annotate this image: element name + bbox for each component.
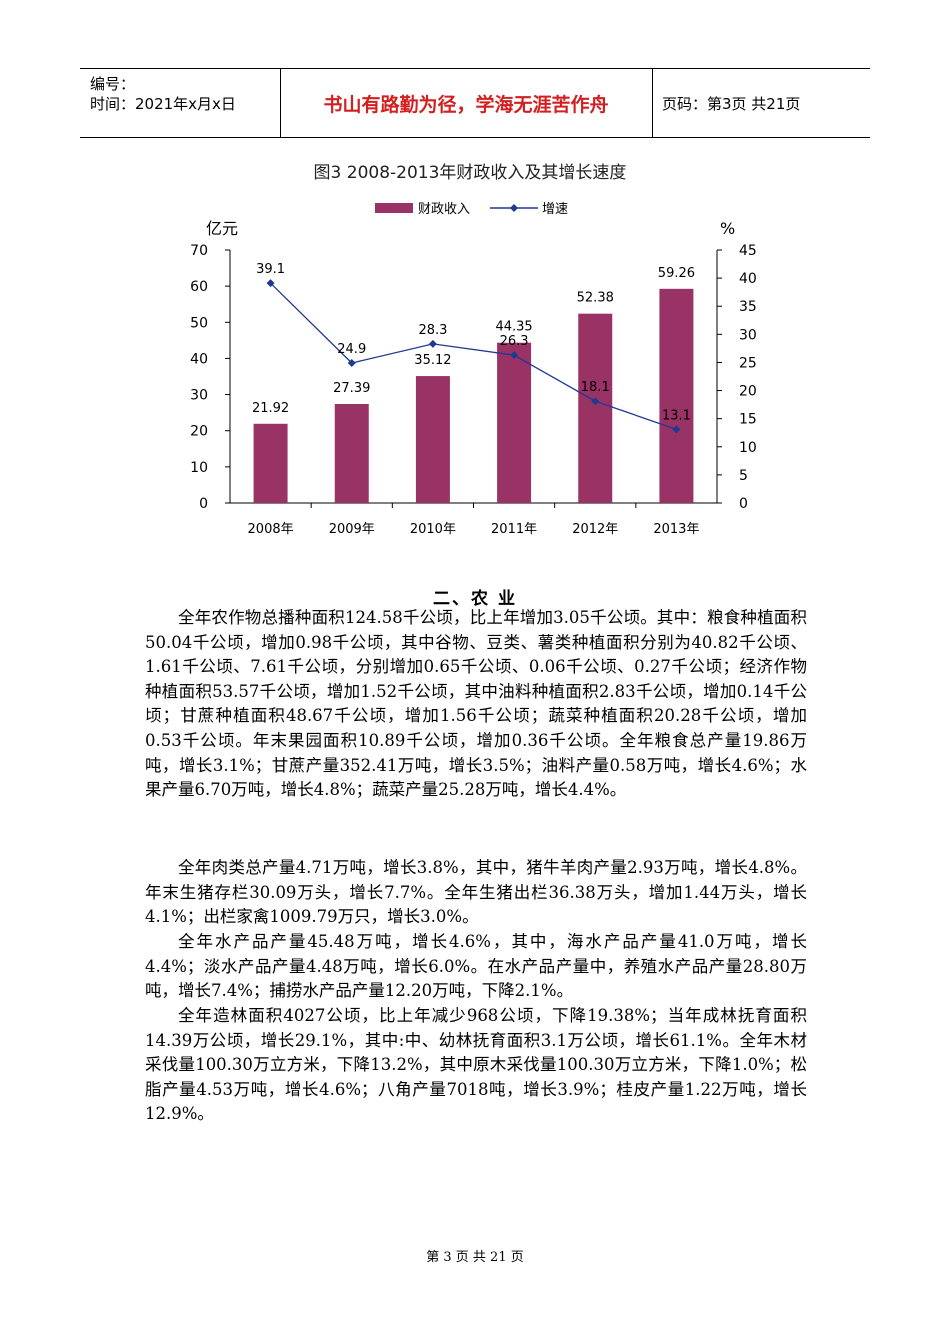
bar-value-label: 21.92 — [252, 401, 289, 416]
growth-value-label: 24.9 — [337, 342, 366, 357]
right-axis-tick-label: 35 — [739, 299, 757, 315]
paragraph-aquatic: 全年水产品产量45.48万吨，增长4.6%，其中，海水产品产量41.0万吨，增长… — [145, 932, 807, 1001]
x-axis-tick-label: 2011年 — [491, 522, 537, 537]
right-axis-tick-label: 45 — [739, 243, 757, 259]
bar-value-label: 52.38 — [577, 291, 614, 306]
left-axis-unit: 亿元 — [206, 219, 238, 238]
x-axis-tick-label: 2008年 — [248, 522, 294, 537]
right-axis-tick-label: 30 — [739, 327, 757, 343]
document-time: 时间：2021年x月x日 — [90, 95, 236, 113]
chart-title: 图3 2008-2013年财政收入及其增长速度 — [314, 163, 627, 183]
growth-point — [510, 351, 519, 360]
section-title: 二、农 业 — [433, 589, 517, 609]
page-header: 编号： 时间：2021年x月x日 书山有路勤为径，学海无涯苦作舟 页码：第3页 … — [80, 68, 870, 138]
left-axis-tick-label: 40 — [190, 351, 208, 367]
paragraph-crops: 全年农作物总播种面积124.58千公顷，比上年增加3.05千公顷。其中：粮食种植… — [145, 608, 807, 800]
paragraph-forestry: 全年造林面积4027公顷，比上年减少968公顷，下降19.38%；当年成林抚育面… — [145, 1006, 807, 1124]
left-axis-tick-label: 50 — [190, 315, 208, 331]
growth-point — [347, 359, 356, 368]
growth-value-label: 28.3 — [418, 323, 447, 338]
growth-value-label: 18.1 — [581, 380, 610, 395]
bar — [659, 288, 694, 503]
bar — [497, 342, 532, 503]
right-axis-tick-label: 5 — [739, 468, 748, 484]
right-axis-tick-label: 25 — [739, 355, 757, 371]
legend-bar-swatch — [375, 203, 413, 213]
x-axis-tick-label: 2012年 — [572, 522, 618, 537]
document-number: 编号： — [90, 75, 136, 93]
page-footer: 第 3 页 共 21 页 — [426, 1250, 524, 1265]
growth-value-label: 39.1 — [256, 262, 285, 277]
bar — [578, 313, 613, 503]
legend-bar-label: 财政收入 — [418, 202, 470, 217]
x-axis-tick-label: 2013年 — [653, 522, 699, 537]
left-axis-tick-label: 70 — [190, 243, 208, 259]
growth-point — [266, 279, 275, 288]
x-axis-tick-label: 2009年 — [329, 522, 375, 537]
left-axis-tick-label: 10 — [190, 460, 208, 476]
right-axis-tick-label: 0 — [739, 496, 748, 512]
right-axis-unit: % — [720, 219, 735, 238]
paragraph-livestock: 全年肉类总产量4.71万吨，增长3.8%，其中，猪牛羊肉产量2.93万吨，增长4… — [145, 858, 807, 927]
bar — [334, 404, 369, 503]
left-axis-tick-label: 0 — [199, 496, 208, 512]
chart-data-labels: 21.92 27.39 35.12 44.35 52.38 59.26 39.1 24.9 28… — [252, 262, 695, 423]
growth-point — [672, 425, 681, 434]
header-motto: 书山有路勤为径，学海无涯苦作舟 — [280, 69, 653, 137]
growth-line — [270, 282, 677, 430]
left-axis-tick-label: 60 — [190, 279, 208, 295]
bar-value-label: 35.12 — [414, 353, 451, 368]
left-axis-tick-label: 30 — [190, 388, 208, 404]
header-page-number: 页码：第3页 共21页 — [662, 94, 801, 113]
right-axis-tick-label: 40 — [739, 271, 757, 287]
chart-growth-line — [266, 279, 681, 434]
revenue-growth-chart: 图3 2008-2013年财政收入及其增长速度 财政收入 增速 亿元 % 0 10… — [190, 163, 757, 537]
bar — [415, 376, 450, 503]
right-axis-tick-label: 20 — [739, 384, 757, 400]
growth-value-label: 26.3 — [500, 334, 529, 349]
bar-value-label: 27.39 — [333, 381, 370, 396]
legend-line-marker — [510, 204, 518, 212]
bar — [253, 423, 288, 503]
bar-value-label: 44.35 — [495, 320, 532, 335]
x-axis-tick-label: 2010年 — [410, 522, 456, 537]
right-axis-tick-label: 10 — [739, 440, 757, 456]
chart-bars — [253, 288, 694, 503]
header-meta: 编号： 时间：2021年x月x日 — [80, 69, 281, 137]
growth-value-label: 13.1 — [662, 408, 691, 423]
bar-value-label: 59.26 — [658, 266, 695, 281]
chart-axes: 0 10 20 30 40 50 60 70 0 5 10 15 20 25 30 35 40 45 2008年 20… — [190, 243, 757, 537]
growth-point — [428, 339, 437, 348]
growth-point — [591, 397, 600, 406]
chart-legend: 财政收入 增速 — [375, 202, 568, 217]
legend-line-label: 增速 — [542, 202, 568, 217]
right-axis-tick-label: 15 — [739, 412, 757, 428]
left-axis-tick-label: 20 — [190, 424, 208, 440]
